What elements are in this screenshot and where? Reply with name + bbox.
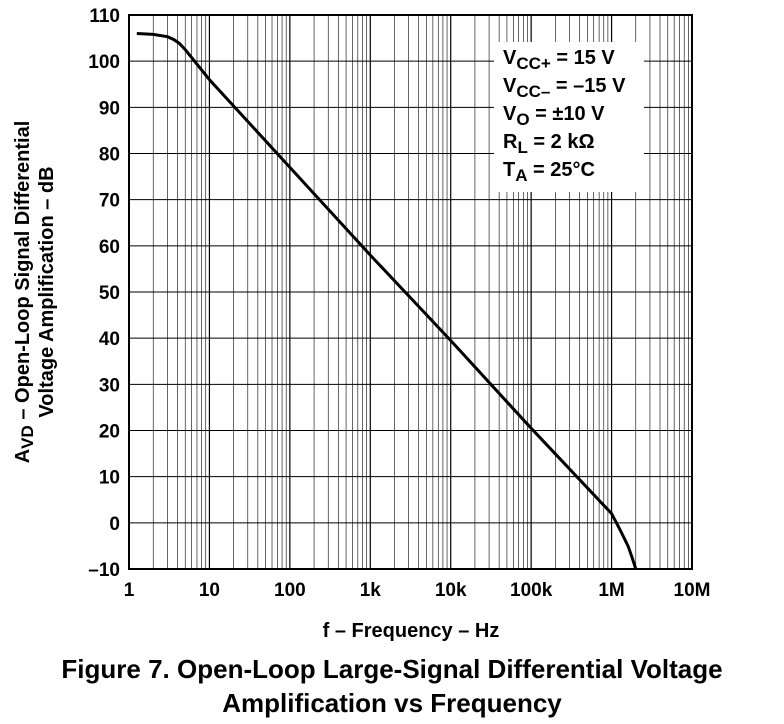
y-tick-label: 20	[99, 422, 120, 443]
y-axis-title-a: A	[12, 449, 34, 463]
y-tick-label: 50	[99, 283, 120, 304]
y-tick-label: 0	[109, 514, 120, 535]
y-tick-label: 10	[99, 468, 120, 489]
y-axis-title-line2: Voltage Amplification – dB	[36, 166, 58, 417]
condition-line: VO = ±10 V	[503, 103, 605, 129]
x-tick-label: 100	[274, 580, 306, 601]
figure-caption-line1: Figure 7. Open-Loop Large-Signal Differe…	[61, 654, 723, 684]
x-tick-label: 1	[124, 580, 135, 601]
condition-line: VCC+ = 15 V	[503, 47, 615, 73]
y-tick-label: 60	[99, 237, 120, 258]
x-tick-label: 10M	[674, 580, 711, 601]
conditions-box	[494, 42, 644, 192]
x-tick-label: 10	[199, 580, 220, 601]
gain-curve	[136, 32, 638, 570]
x-tick-label: 1k	[360, 580, 382, 601]
y-tick-label: 90	[99, 98, 120, 119]
plot-frame	[128, 14, 693, 570]
condition-line: TA = 25°C	[503, 159, 595, 185]
x-tick-labels: 1 10 100 1k 10k 100k 1M 10M	[124, 580, 711, 601]
y-axis-title-sub: VD	[18, 425, 37, 449]
y-tick-label: –10	[88, 560, 120, 581]
x-tick-label: 10k	[435, 580, 467, 601]
y-tick-label: 30	[99, 375, 120, 396]
y-axis-title: AVD – Open-Loop Signal Differential Volt…	[12, 121, 58, 464]
y-tick-label: 70	[99, 191, 120, 212]
svg-text:AVD – Open-Loop Signal Differe: AVD – Open-Loop Signal Differential	[12, 121, 37, 464]
figure-caption-line2: Amplification vs Frequency	[222, 688, 562, 718]
y-tick-label: 110	[89, 6, 120, 27]
y-tick-label: 80	[99, 145, 120, 166]
y-axis-title-rest: – Open-Loop Signal Differential	[12, 121, 34, 425]
x-tick-label: 100k	[510, 580, 553, 601]
x-tick-label: 1M	[598, 580, 624, 601]
grid	[128, 14, 693, 570]
condition-line: VCC– = –15 V	[503, 75, 626, 101]
chart: 1 10 100 1k 10k 100k 1M 10M 1101009080706050403…	[12, 6, 711, 642]
y-tick-label: 100	[88, 52, 120, 73]
y-tick-label: 40	[99, 329, 120, 350]
x-axis-title: f – Frequency – Hz	[323, 620, 500, 642]
condition-line: RL = 2 kΩ	[503, 131, 594, 157]
